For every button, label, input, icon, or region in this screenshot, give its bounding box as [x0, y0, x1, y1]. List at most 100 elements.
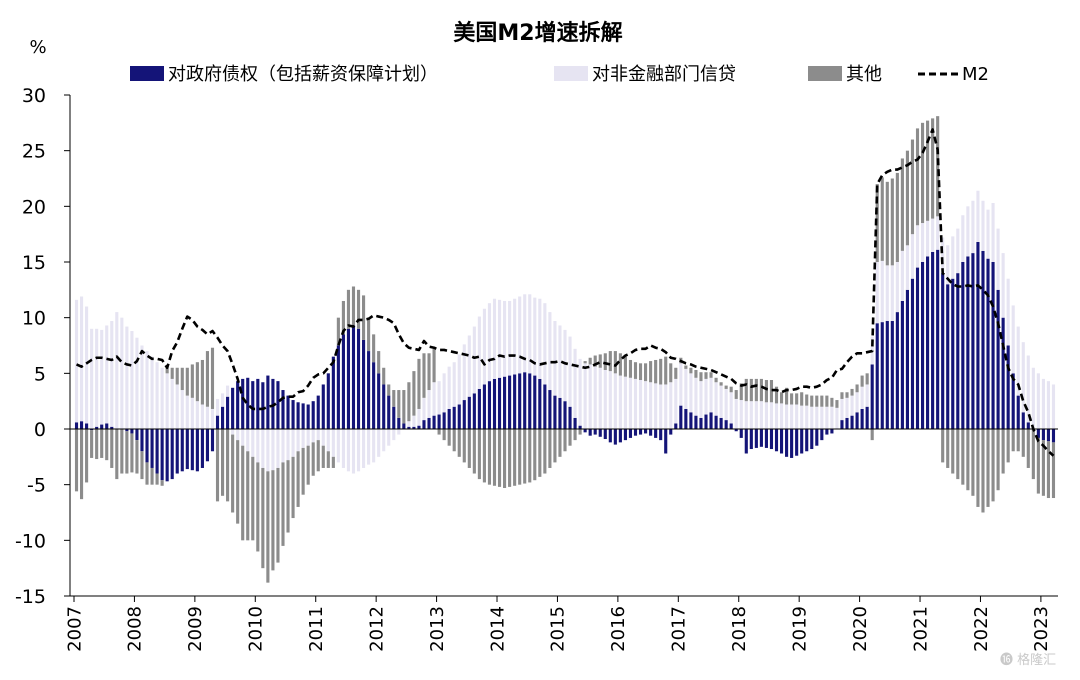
- bar-gov-credit-2010-01: [256, 378, 260, 429]
- bar-other-2018-08: [774, 386, 779, 404]
- bar-nonfin-credit-2021-11: [971, 200, 975, 254]
- bar-nonfin-credit-2020-09: [900, 250, 904, 301]
- bar-other-2013-03: [447, 429, 451, 446]
- bar-gov-credit-2012-11: [427, 417, 431, 429]
- bar-other-2019-02: [805, 394, 809, 406]
- bar-gov-credit-2011-07: [346, 328, 351, 429]
- bar-nonfin-credit-2017-09: [719, 385, 723, 418]
- bar-nonfin-credit-2012-11: [427, 390, 431, 418]
- bar-nonfin-credit-2019-02: [805, 405, 809, 429]
- bar-gov-credit-2015-10: [603, 429, 607, 440]
- bar-other-2018-07: [769, 380, 774, 403]
- bar-nonfin-credit-2018-12: [795, 404, 799, 429]
- bar-nonfin-credit-2007-07: [105, 325, 109, 424]
- bar-other-2020-11: [910, 139, 915, 235]
- bar-nonfin-credit-2021-02: [926, 220, 930, 257]
- bar-other-2013-11: [487, 429, 492, 485]
- bar-gov-credit-2015-04: [573, 417, 577, 429]
- bar-other-2008-01: [135, 440, 139, 474]
- bar-nonfin-credit-2008-05: [155, 362, 159, 429]
- bar-gov-credit-2015-11: [608, 429, 612, 443]
- bar-other-2010-03: [266, 471, 270, 583]
- bar-other-2019-05: [820, 395, 824, 407]
- bar-other-2018-04: [754, 378, 758, 402]
- bar-nonfin-credit-2011-12: [372, 429, 376, 463]
- bar-gov-credit-2022-09: [1021, 412, 1025, 429]
- bar-gov-credit-2021-07: [951, 278, 955, 429]
- bar-gov-credit-2016-10: [664, 429, 668, 454]
- bar-gov-credit-2007-01: [74, 422, 79, 429]
- legend-label-nonfin-credit: 对非金融部门信贷: [592, 64, 736, 85]
- bar-nonfin-credit-2016-02: [623, 376, 627, 429]
- bar-nonfin-credit-2016-10: [664, 384, 668, 429]
- bar-other-2007-08: [110, 429, 114, 468]
- bar-nonfin-credit-2012-07: [407, 421, 411, 427]
- bar-other-2012-05: [397, 390, 401, 418]
- bar-gov-credit-2017-02: [684, 408, 688, 429]
- bar-gov-credit-2012-07: [407, 426, 411, 429]
- bar-gov-credit-2013-06: [462, 400, 466, 429]
- bar-other-2022-05: [1001, 429, 1005, 474]
- bar-nonfin-credit-2020-10: [905, 245, 909, 290]
- bar-gov-credit-2016-11: [669, 429, 673, 435]
- bar-gov-credit-2016-06: [644, 429, 648, 434]
- bar-gov-credit-2021-10: [966, 256, 970, 429]
- y-tick-label: 5: [34, 363, 46, 385]
- bar-other-2009-05: [215, 429, 220, 502]
- bar-nonfin-credit-2014-09: [538, 298, 542, 379]
- bar-gov-credit-2010-06: [281, 390, 285, 429]
- bar-gov-credit-2017-12: [734, 429, 738, 432]
- bar-other-2008-12: [190, 364, 194, 398]
- bar-gov-credit-2011-01: [316, 395, 320, 429]
- bar-nonfin-credit-2011-04: [331, 429, 335, 457]
- bar-other-2014-03: [508, 429, 512, 487]
- bar-gov-credit-2019-01: [800, 429, 804, 454]
- bar-other-2016-04: [633, 362, 638, 379]
- bar-nonfin-credit-2010-11: [306, 429, 310, 446]
- bar-other-2009-10: [241, 445, 245, 541]
- bar-gov-credit-2018-10: [785, 429, 789, 457]
- bar-gov-credit-2009-02: [200, 429, 204, 468]
- bar-other-2018-10: [785, 387, 789, 405]
- bar-gov-credit-2013-09: [477, 388, 481, 429]
- x-tick-label: 2013: [427, 606, 448, 652]
- x-tick-label: 2022: [971, 606, 992, 652]
- bar-gov-credit-2016-03: [628, 429, 633, 438]
- bar-other-2017-06: [704, 372, 708, 379]
- bar-nonfin-credit-2020-02: [865, 384, 869, 407]
- bar-nonfin-credit-2016-04: [633, 378, 638, 429]
- bar-nonfin-credit-2013-01: [437, 381, 441, 415]
- x-tick-label: 2009: [185, 606, 206, 652]
- bar-nonfin-credit-2014-04: [513, 298, 517, 375]
- bar-other-2017-11: [729, 386, 733, 393]
- bar-nonfin-credit-2008-09: [175, 384, 179, 429]
- bar-gov-credit-2016-09: [659, 429, 663, 441]
- bar-gov-credit-2010-03: [266, 375, 270, 429]
- bar-other-2008-04: [150, 467, 154, 485]
- bar-nonfin-credit-2017-01: [679, 363, 683, 406]
- bar-gov-credit-2015-02: [563, 401, 567, 429]
- bar-gov-credit-2019-05: [820, 429, 824, 441]
- bar-gov-credit-2007-02: [79, 421, 84, 429]
- bar-gov-credit-2011-10: [362, 339, 366, 429]
- bar-nonfin-credit-2013-11: [487, 303, 492, 382]
- bar-other-2013-01: [437, 429, 441, 435]
- bar-other-2021-05: [941, 429, 945, 463]
- bar-other-2020-01: [860, 375, 864, 387]
- bar-gov-credit-2013-10: [482, 384, 486, 429]
- bar-nonfin-credit-2016-01: [618, 375, 622, 429]
- bar-gov-credit-2018-06: [764, 429, 768, 448]
- x-tick-label: 2021: [910, 606, 931, 652]
- bar-other-2023-02: [1046, 441, 1051, 499]
- bar-gov-credit-2013-01: [437, 414, 441, 429]
- bar-gov-credit-2017-01: [679, 405, 683, 429]
- bar-nonfin-credit-2013-10: [482, 308, 486, 385]
- bar-gov-credit-2018-08: [774, 429, 779, 452]
- bar-gov-credit-2010-05: [276, 381, 280, 429]
- bar-nonfin-credit-2015-05: [578, 358, 582, 426]
- bar-other-2008-08: [170, 367, 174, 379]
- bar-nonfin-credit-2014-12: [553, 321, 557, 396]
- bar-nonfin-credit-2014-05: [518, 296, 522, 374]
- bar-gov-credit-2021-12: [976, 241, 980, 429]
- bar-gov-credit-2010-11: [306, 404, 310, 429]
